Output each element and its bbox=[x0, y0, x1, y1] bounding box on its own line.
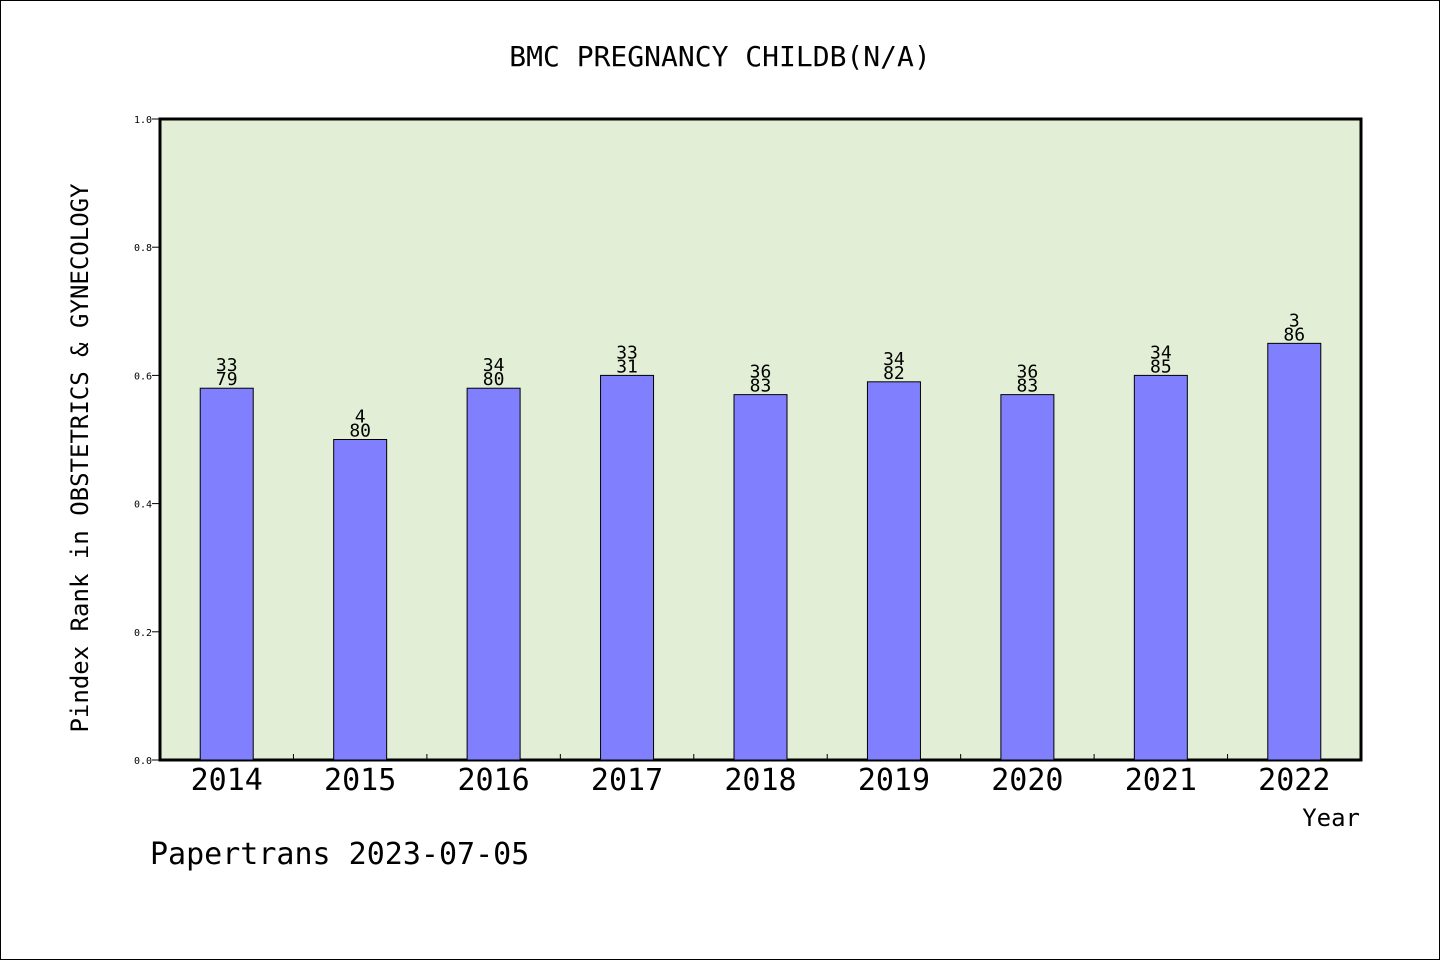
y-tick-label: 0.8 bbox=[134, 243, 152, 254]
x-tick-label: 2015 bbox=[324, 763, 396, 798]
bar-2014 bbox=[199, 387, 254, 761]
bar-2015 bbox=[333, 439, 388, 761]
bar-label-top: 36 bbox=[1017, 362, 1039, 383]
x-tick-label: 2014 bbox=[191, 763, 263, 798]
bar-label-bottom: 83 bbox=[1017, 376, 1039, 397]
y-axis: 0.0 0.2 0.4 0.6 0.8 1.0 bbox=[134, 115, 160, 767]
chart-title: BMC PREGNANCY CHILDB(N/A) bbox=[509, 40, 930, 73]
bar-label-top: 33 bbox=[616, 342, 638, 363]
y-tick-label: 0.0 bbox=[134, 756, 152, 767]
bar-2018 bbox=[733, 394, 788, 761]
x-tick-label: 2016 bbox=[457, 763, 529, 798]
x-tick-label: 2021 bbox=[1125, 763, 1197, 798]
x-axis: 2014 2015 2016 2017 2018 2019 2020 2021 2022 bbox=[191, 754, 1330, 798]
y-tick-label: 0.2 bbox=[134, 628, 152, 639]
bar-2021 bbox=[1133, 374, 1188, 761]
bar-label-bottom: 79 bbox=[216, 369, 238, 390]
bar-label-top: 4 bbox=[355, 407, 366, 428]
bar-label-top: 3 bbox=[1289, 310, 1300, 331]
bar-label-top: 34 bbox=[483, 355, 505, 376]
x-tick-label: 2022 bbox=[1258, 763, 1330, 798]
bar-2019 bbox=[866, 381, 921, 761]
bar-label-bottom: 85 bbox=[1150, 356, 1172, 377]
x-tick-label: 2019 bbox=[858, 763, 930, 798]
y-tick-label: 0.4 bbox=[134, 500, 152, 511]
x-tick-label: 2018 bbox=[724, 763, 796, 798]
x-tick-label: 2020 bbox=[991, 763, 1063, 798]
x-axis-label: Year bbox=[1302, 804, 1360, 832]
bar-2022 bbox=[1267, 342, 1322, 761]
bar-label-top: 36 bbox=[750, 362, 772, 383]
bar-label-top: 34 bbox=[1150, 342, 1172, 363]
bar-label-top: 34 bbox=[883, 349, 905, 370]
bar-2017 bbox=[600, 374, 655, 761]
bar-label-top: 33 bbox=[216, 355, 238, 376]
bar-2016 bbox=[466, 387, 521, 761]
x-tick-label: 2017 bbox=[591, 763, 663, 798]
y-tick-label: 0.6 bbox=[134, 371, 152, 382]
bar-2020 bbox=[1000, 394, 1055, 761]
y-axis-label: Pindex Rank in OBSTETRICS & GYNECOLOGY bbox=[66, 183, 94, 733]
footer-credit: Papertrans 2023-07-05 bbox=[150, 837, 529, 872]
bar-label-bottom: 80 bbox=[349, 421, 371, 442]
bar-label-bottom: 83 bbox=[750, 376, 772, 397]
bar-label-bottom: 86 bbox=[1283, 324, 1305, 345]
bar-label-bottom: 31 bbox=[616, 356, 638, 377]
y-tick-label: 1.0 bbox=[134, 115, 152, 126]
bar-label-bottom: 82 bbox=[883, 363, 905, 384]
bar-label-bottom: 80 bbox=[483, 369, 505, 390]
